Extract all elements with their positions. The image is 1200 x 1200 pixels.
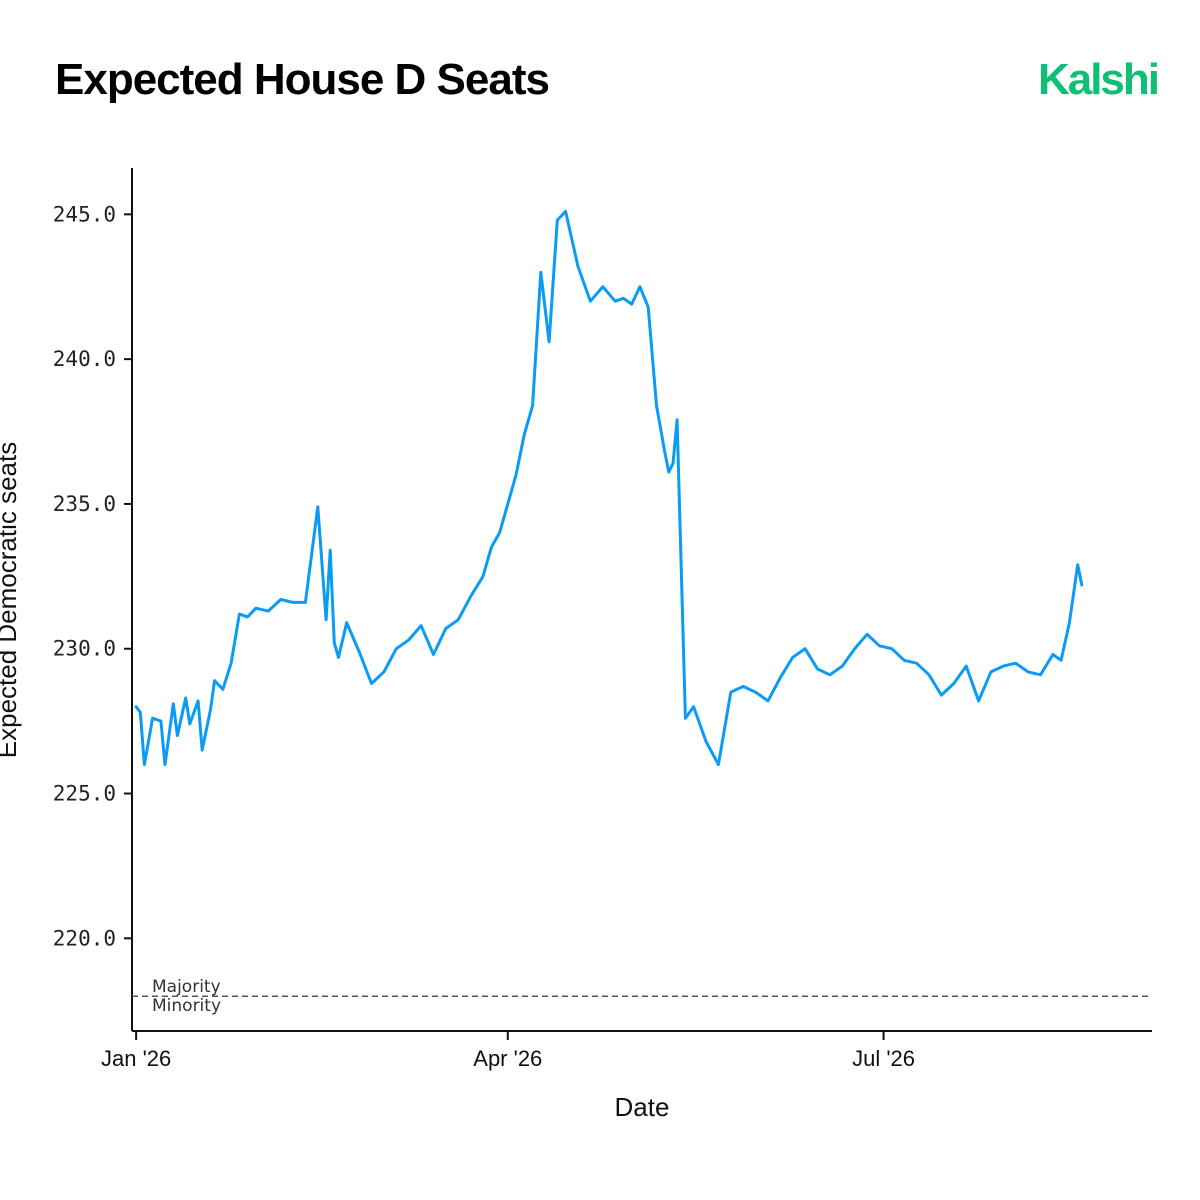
- x-axis-title: Date: [615, 1092, 670, 1122]
- series-line: [134, 209, 1084, 767]
- majority-label: Majority: [152, 977, 221, 997]
- page-title: Expected House D Seats: [55, 55, 550, 104]
- y-tick-label: 235.0: [53, 492, 116, 516]
- x-tick-label: Jul '26: [852, 1046, 915, 1071]
- kalshi-logo: Kalshi: [1037, 55, 1160, 104]
- x-tick-label: Apr '26: [473, 1046, 542, 1071]
- y-tick-label: 220.0: [53, 926, 116, 950]
- x-tick-label: Jan '26: [101, 1046, 171, 1071]
- y-axis-title: Expected Democratic seats: [0, 442, 22, 758]
- minority-label: Minority: [152, 996, 221, 1016]
- y-tick-label: 240.0: [53, 347, 116, 371]
- y-tick-label: 225.0: [53, 782, 116, 806]
- y-tick-label: 245.0: [53, 202, 116, 226]
- y-tick-label: 230.0: [53, 637, 116, 661]
